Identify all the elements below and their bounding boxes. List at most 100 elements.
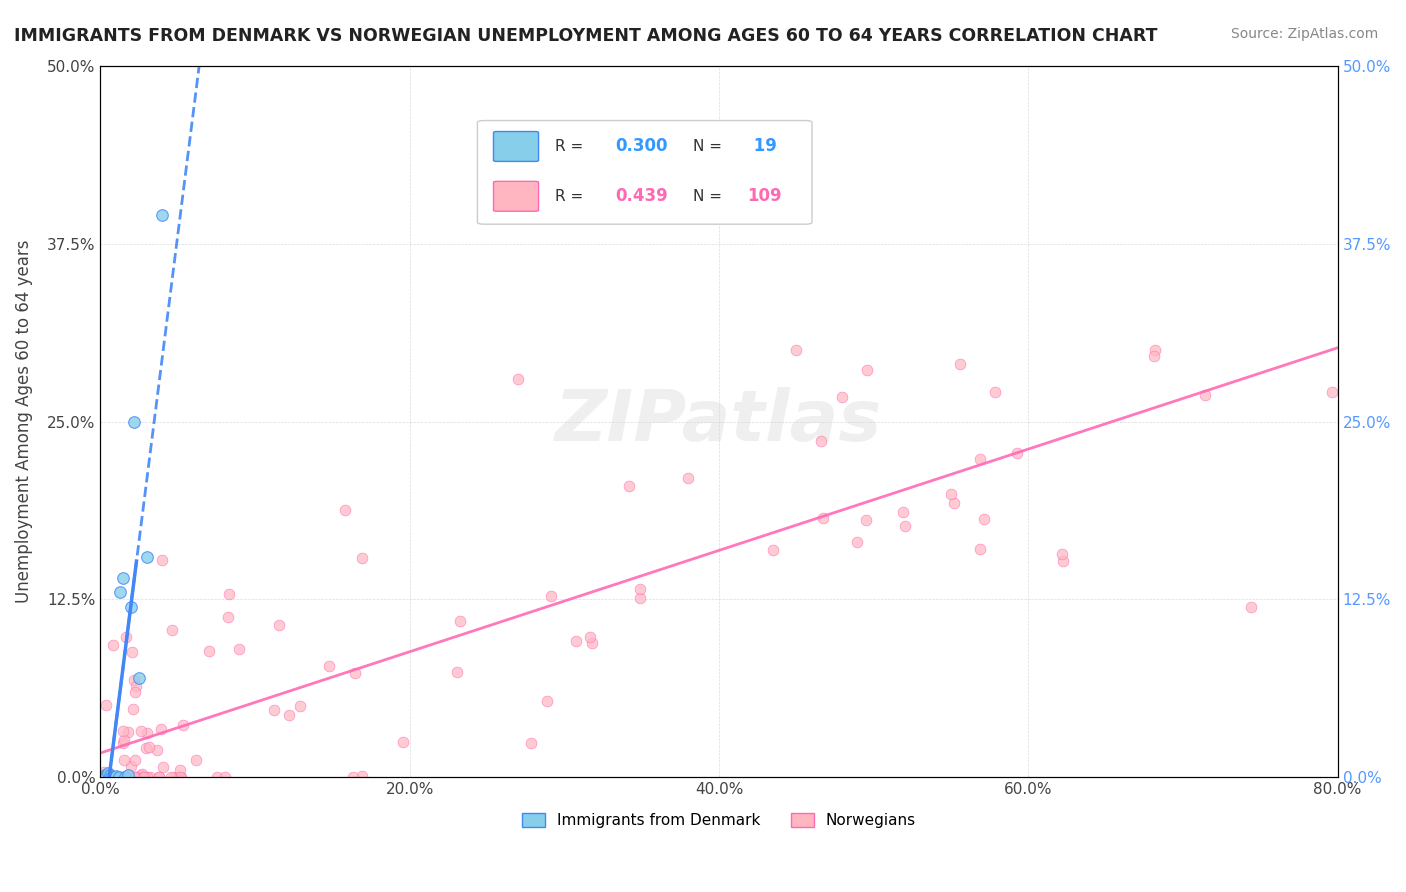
Point (1050, 547, 1073, 561)
Point (676, 471, 699, 485)
Point (112, 753, 135, 767)
Point (350, 769, 373, 783)
Point (318, 659, 340, 673)
Point (101, 771, 124, 785)
Point (344, 665, 367, 680)
Point (762, 542, 785, 557)
Point (628, 591, 651, 606)
Point (167, 771, 190, 785)
Point (114, 771, 136, 785)
Point (110, 771, 132, 785)
Point (214, 771, 236, 785)
Point (152, 760, 174, 774)
Point (831, 390, 853, 404)
Point (290, 698, 312, 713)
Point (90, 771, 112, 785)
Point (207, 771, 229, 785)
Point (1194, 388, 1216, 402)
Point (131, 767, 153, 781)
Point (939, 487, 962, 501)
Point (112, 733, 135, 747)
Point (96, 698, 118, 712)
Point (163, 771, 186, 785)
Point (135, 741, 157, 756)
Point (136, 725, 159, 739)
Point (186, 753, 208, 767)
Point (110, 585, 132, 599)
Point (121, 645, 143, 659)
Point (98, 767, 121, 781)
Point (197, 644, 219, 658)
Point (112, 571, 135, 585)
Point (93, 771, 115, 785)
Point (352, 551, 374, 566)
Point (120, 759, 142, 773)
Point (891, 506, 914, 520)
Point (218, 587, 240, 601)
Point (115, 771, 138, 785)
Point (1143, 350, 1166, 364)
Point (540, 589, 562, 603)
Point (100, 771, 122, 785)
Point (628, 582, 651, 596)
Point (105, 771, 128, 785)
Point (122, 771, 145, 785)
Point (150, 208, 173, 222)
Point (97, 771, 120, 785)
Point (111, 771, 134, 785)
Point (108, 771, 131, 785)
Point (813, 511, 835, 525)
Point (277, 707, 299, 722)
Point (969, 542, 991, 557)
Point (107, 771, 129, 785)
Point (267, 617, 290, 632)
Point (124, 771, 146, 785)
Point (169, 763, 191, 777)
Point (449, 614, 471, 628)
Point (1005, 446, 1028, 460)
Point (506, 372, 529, 386)
Point (148, 771, 170, 785)
Point (160, 771, 183, 785)
Point (581, 636, 603, 650)
Point (894, 519, 917, 533)
Point (124, 415, 146, 429)
Point (134, 771, 156, 785)
Point (139, 771, 162, 785)
Point (124, 673, 146, 688)
Point (101, 771, 124, 785)
Point (617, 479, 640, 493)
Point (170, 771, 193, 785)
Point (115, 630, 138, 644)
Point (785, 343, 807, 358)
Point (160, 624, 183, 638)
Point (97, 771, 120, 785)
Point (446, 665, 468, 680)
Point (112, 735, 135, 749)
Point (120, 599, 142, 614)
Point (124, 753, 146, 767)
Point (135, 549, 157, 564)
Point (969, 452, 991, 467)
Point (217, 610, 239, 624)
Point (117, 767, 139, 781)
Point (1322, 384, 1344, 399)
Point (124, 684, 146, 698)
Point (565, 633, 588, 648)
Text: Source: ZipAtlas.com: Source: ZipAtlas.com (1230, 27, 1378, 41)
Y-axis label: Unemployment Among Ages 60 to 64 years: Unemployment Among Ages 60 to 64 years (15, 240, 32, 603)
Point (943, 496, 966, 510)
Point (169, 771, 191, 785)
Point (93, 765, 115, 780)
Point (579, 630, 602, 644)
Point (150, 553, 173, 567)
Point (263, 703, 285, 717)
Point (949, 358, 972, 372)
Point (1052, 553, 1074, 567)
Point (105, 771, 128, 785)
Point (136, 771, 159, 785)
Point (855, 513, 877, 527)
Point (984, 385, 1007, 400)
Point (124, 771, 146, 785)
Text: ZIPatlas: ZIPatlas (555, 387, 883, 456)
